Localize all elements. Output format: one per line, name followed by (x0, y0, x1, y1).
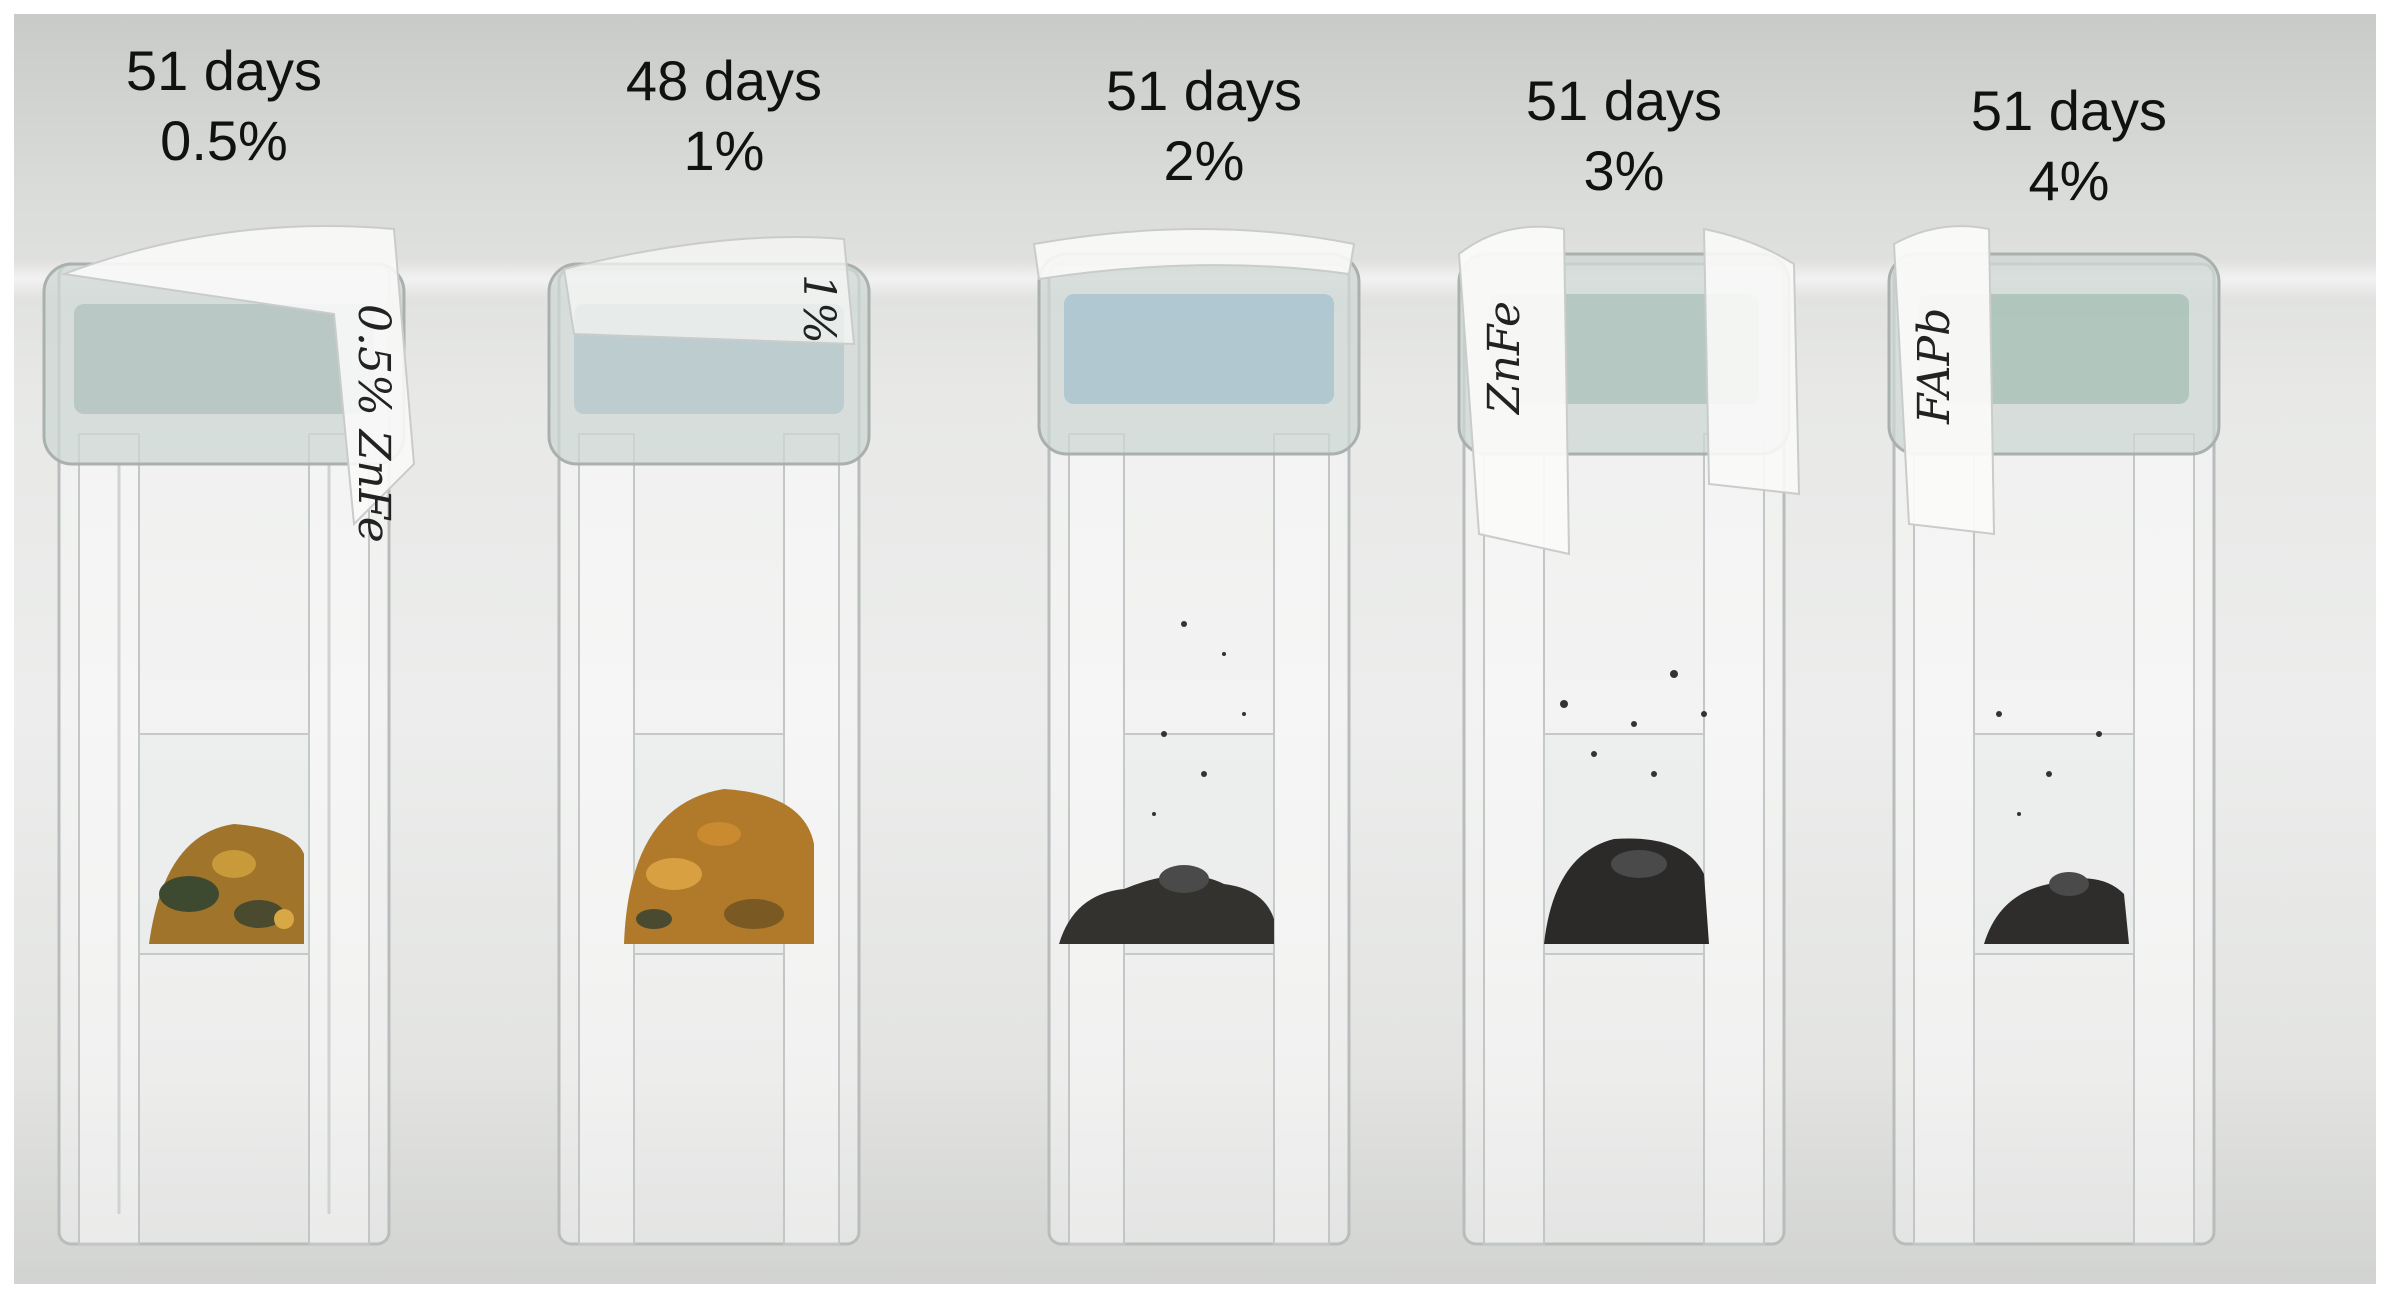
duration-label-2: 48 days (625, 49, 823, 112)
concentration-label-2: 1% (683, 119, 765, 182)
cap-label-5: FAPb (1909, 308, 1960, 425)
duration-label-1: 51 days (125, 39, 323, 102)
residue-4 (1544, 838, 1709, 944)
residue-2 (624, 789, 814, 944)
duration-label-3: 51 days (1105, 59, 1303, 122)
cuvette-2: 1% (547, 236, 871, 1246)
sample-5: FAPb 51 days 4% (1849, 14, 2289, 1284)
sample-1: 0.5% ZnFe 51 days 0.5% (14, 14, 444, 1284)
cap-label-2: 1% (793, 274, 844, 344)
concentration-label-4: 3% (1583, 139, 1665, 202)
sample-3: 51 days 2% (984, 14, 1424, 1284)
residue-1 (149, 824, 304, 944)
cuvette-3 (1032, 228, 1361, 1246)
residue-3 (1059, 865, 1274, 944)
cap-label-1: 0.5% ZnFe (348, 304, 399, 543)
sample-2: 1% 48 days 1% (504, 14, 944, 1284)
residue-5 (1984, 872, 2129, 944)
photograph: 0.5% ZnFe 51 days 0.5% (14, 14, 2376, 1284)
concentration-label-5: 4% (2028, 149, 2110, 212)
cap-label-4: ZnFe (1479, 301, 1530, 416)
concentration-label-1: 0.5% (160, 109, 288, 172)
duration-label-5: 51 days (1970, 79, 2168, 142)
caption-4: 51 days 3% (1404, 66, 1844, 206)
caption-5: 51 days 4% (1849, 76, 2289, 216)
cuvette-4: ZnFe (1457, 225, 1801, 1246)
bench-surface (14, 1074, 2376, 1284)
caption-1: 51 days 0.5% (14, 36, 444, 176)
duration-label-4: 51 days (1525, 69, 1723, 132)
cuvette-5: FAPb (1887, 225, 2221, 1246)
cuvette-1: 0.5% ZnFe (42, 225, 416, 1246)
caption-3: 51 days 2% (984, 56, 1424, 196)
sample-4: ZnFe 51 days 3% (1404, 14, 1844, 1284)
caption-2: 48 days 1% (504, 46, 944, 186)
concentration-label-3: 2% (1163, 129, 1245, 192)
